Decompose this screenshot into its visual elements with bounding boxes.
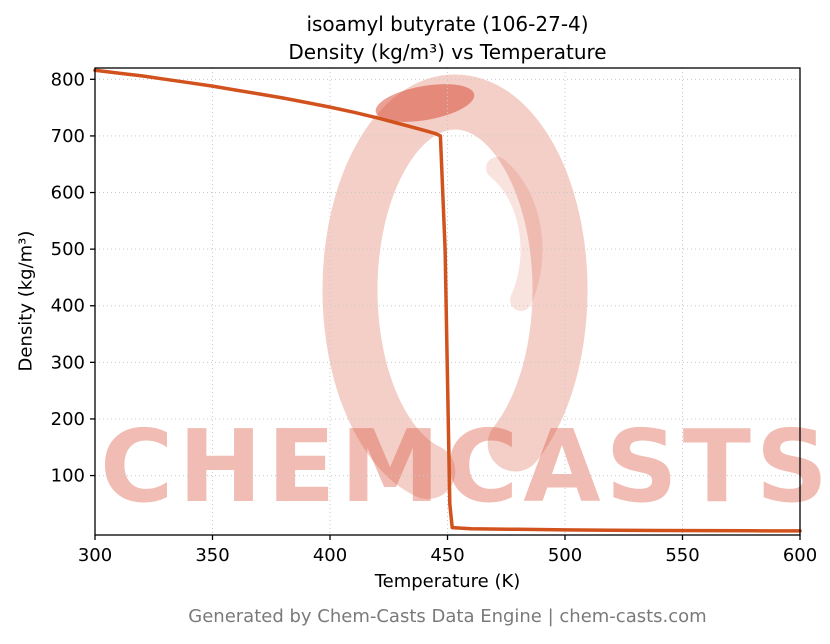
- chart-title-line2: Density (kg/m³) vs Temperature: [288, 40, 607, 64]
- chart-title: isoamyl butyrate (106-27-4) Density (kg/…: [95, 10, 800, 66]
- footer-credit: Generated by Chem-Casts Data Engine | ch…: [188, 606, 707, 627]
- y-tick-label: 400: [51, 296, 85, 317]
- y-tick-label: 700: [51, 126, 85, 147]
- x-tick-label: 350: [195, 545, 229, 566]
- y-axis-label: Density (kg/m³): [15, 230, 37, 372]
- x-tick-label: 500: [548, 545, 582, 566]
- y-tick-label: 600: [51, 183, 85, 204]
- y-tick-label: 200: [51, 409, 85, 430]
- x-tick-label: 600: [783, 545, 817, 566]
- chart-title-line1: isoamyl butyrate (106-27-4): [306, 12, 589, 36]
- watermark-logo-inner-curl: [486, 157, 543, 311]
- y-tick-label: 300: [51, 352, 85, 373]
- x-tick-label: 400: [313, 545, 347, 566]
- x-tick-label: 300: [78, 545, 112, 566]
- watermark-text: CHEMCASTS: [100, 408, 830, 525]
- y-tick-label: 100: [51, 466, 85, 487]
- y-tick-label: 800: [51, 69, 85, 90]
- x-tick-label: 450: [430, 545, 464, 566]
- x-tick-label: 550: [665, 545, 699, 566]
- y-tick-label: 500: [51, 239, 85, 260]
- density-line: [93, 68, 802, 533]
- x-axis-label: Temperature (K): [374, 571, 521, 592]
- watermark-logo-blob: [375, 84, 475, 122]
